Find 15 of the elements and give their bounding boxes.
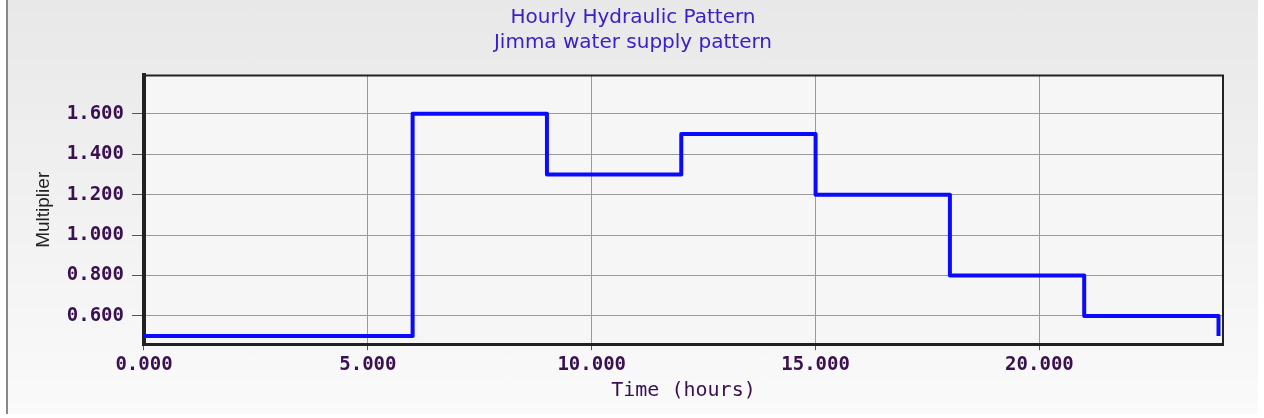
y-tick-label: 0.600 (66, 302, 124, 325)
x-axis-title: Time (hours) (611, 377, 756, 402)
chart-title: Hourly Hydraulic Pattern (509, 4, 757, 29)
y-axis-title: Multiplier (31, 171, 53, 248)
chart-subtitle: Jimma water supply pattern (492, 29, 774, 54)
y-tick-label: 1.600 (66, 100, 124, 123)
y-tick-label: 1.400 (66, 141, 124, 164)
y-tick-label: 1.200 (66, 181, 124, 204)
x-tick-label: 10.000 (557, 351, 627, 374)
y-tick-label: 1.000 (66, 222, 124, 244)
x-tick-label: 20.000 (1005, 351, 1074, 374)
x-tick-label: 0.000 (115, 351, 173, 374)
x-tick-label: 15.000 (781, 351, 850, 374)
x-tick-label: 5.000 (339, 351, 397, 374)
y-tick-label: 0.800 (66, 262, 124, 285)
